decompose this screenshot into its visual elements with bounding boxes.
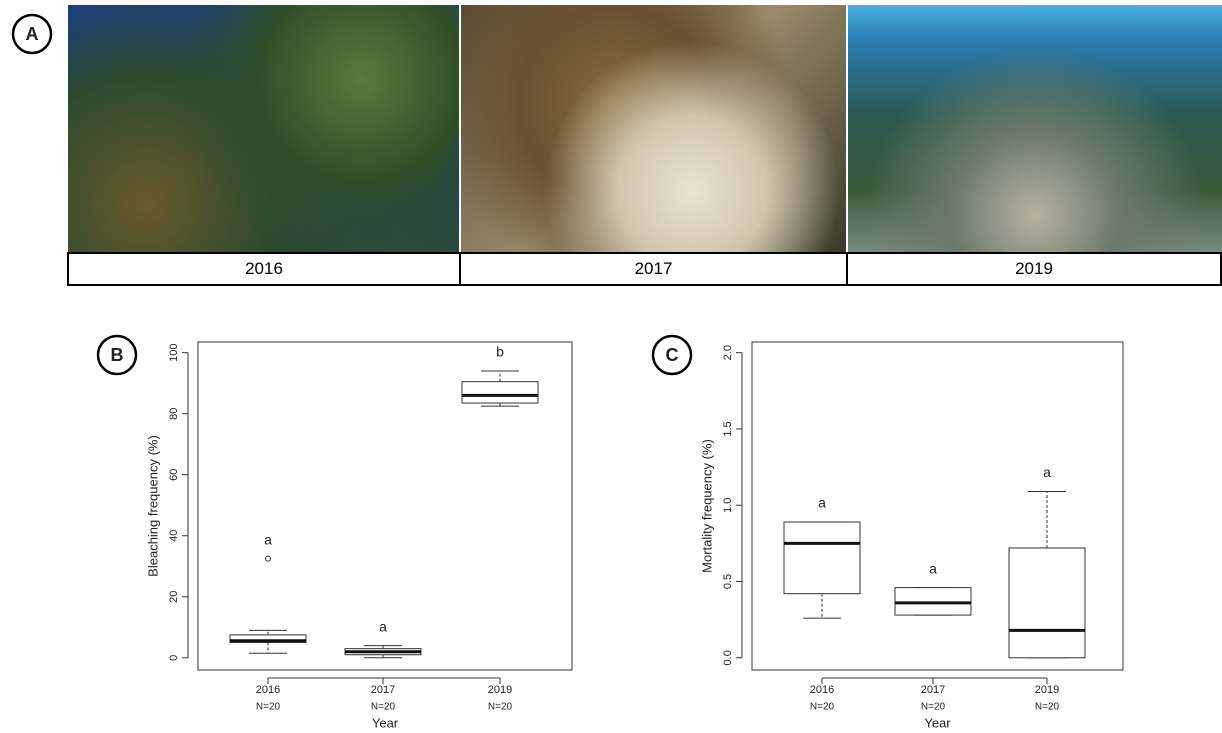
panel-badge [651, 334, 693, 376]
box [894, 587, 972, 616]
y-tick-label: 0.0 [722, 650, 734, 665]
x-axis-title: Year [924, 715, 951, 730]
sample-size: N=20 [256, 702, 281, 713]
y-tick-label: 60 [168, 469, 180, 481]
sample-size: N=20 [488, 702, 513, 713]
x-tick-label: 2017 [371, 684, 395, 696]
y-tick-label: 40 [168, 530, 180, 542]
y-tick-label: 1.5 [722, 421, 734, 436]
x-tick-label: 2019 [488, 684, 512, 696]
x-tick-label: 2019 [1035, 684, 1059, 696]
y-tick-label: 80 [168, 408, 180, 420]
x-axis-title: Year [372, 715, 399, 730]
y-tick-label: 100 [168, 343, 180, 361]
sample-size: N=20 [371, 702, 396, 713]
box [1008, 547, 1086, 659]
photo-caption: 2017 [459, 252, 848, 286]
x-tick-label: 2016 [810, 684, 834, 696]
plot-frame [197, 341, 573, 671]
significance-letter: b [496, 344, 504, 360]
y-axis-title: Bleaching frequency (%) [145, 435, 160, 577]
panel-label: B [111, 345, 124, 365]
outlier [265, 555, 271, 562]
y-tick-label: 2.0 [722, 345, 734, 360]
sample-size: N=20 [921, 702, 946, 713]
significance-letter: a [1043, 464, 1051, 480]
panel-label: C [666, 345, 679, 365]
y-tick-label: 1.0 [722, 498, 734, 513]
photo-caption: 2019 [846, 252, 1222, 286]
y-tick-label: 0 [168, 655, 180, 661]
photo-2016 [68, 5, 459, 252]
photo-2019 [848, 5, 1222, 252]
box [461, 381, 539, 404]
significance-letter: a [929, 560, 937, 576]
panel-label: A [26, 24, 39, 44]
y-tick-label: 20 [168, 591, 180, 603]
box [783, 521, 861, 595]
panel-badge [11, 13, 53, 55]
y-axis-title: Mortality frequency (%) [699, 439, 714, 573]
box [229, 634, 307, 644]
sample-size: N=20 [810, 702, 835, 713]
plot-frame [751, 341, 1124, 671]
x-tick-label: 2016 [256, 684, 280, 696]
photo-2017 [461, 5, 846, 252]
significance-letter: a [818, 495, 826, 511]
panel-badge [96, 334, 138, 376]
y-tick-label: 0.5 [722, 574, 734, 589]
significance-letter: a [264, 531, 272, 547]
sample-size: N=20 [1035, 702, 1060, 713]
significance-letter: a [379, 618, 387, 634]
x-tick-label: 2017 [921, 684, 945, 696]
